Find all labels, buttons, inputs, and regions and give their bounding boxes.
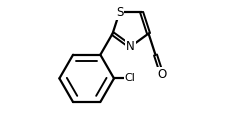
Text: O: O xyxy=(157,68,166,81)
Text: N: N xyxy=(126,40,135,53)
Text: Cl: Cl xyxy=(125,73,136,83)
Text: S: S xyxy=(116,6,123,19)
